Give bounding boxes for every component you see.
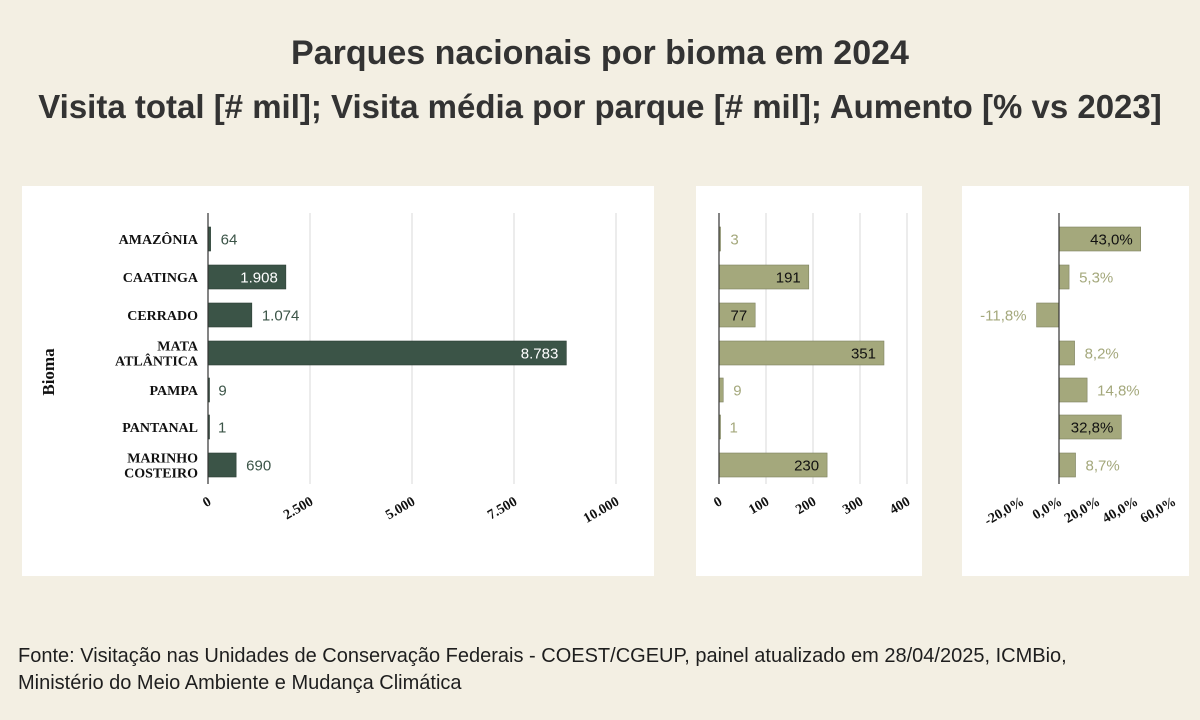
chart-aumento: 43,0% 5,3% -11,8% 8,2% 14,8% 32,8% 8,7% -20,0% 0… xyxy=(980,213,1179,529)
bar xyxy=(1058,226,1141,252)
bar xyxy=(207,340,567,366)
data-label: 5,3% xyxy=(1079,270,1113,287)
data-label: 690 xyxy=(246,458,271,475)
y-axis-title: Bioma xyxy=(39,348,58,396)
category-label-line: COSTEIRO xyxy=(124,467,198,482)
chart-title: Parques nacionais por bioma em 2024 xyxy=(291,34,909,72)
x-tick-label: 0 xyxy=(200,494,214,510)
data-label: 8.783 xyxy=(521,346,559,363)
x-tick-label: 60,0% xyxy=(1138,494,1179,526)
bar xyxy=(207,452,237,478)
data-label: 191 xyxy=(776,270,801,287)
x-tick-label: 5.000 xyxy=(383,494,418,523)
category-label: PAMPA xyxy=(150,384,199,399)
x-tick-label: 200 xyxy=(793,494,819,517)
data-label: 1.074 xyxy=(262,308,300,325)
data-label: 3 xyxy=(730,232,738,249)
bar xyxy=(1058,340,1075,366)
chart-subtitle: Visita total [# mil]; Visita média por p… xyxy=(38,88,1162,125)
x-tick-label: 20,0% xyxy=(1062,494,1103,526)
data-label: 43,0% xyxy=(1090,232,1133,249)
data-label: 351 xyxy=(851,346,876,363)
category-label: MATA ATLÂNTICA xyxy=(115,340,199,370)
x-tick-label: 300 xyxy=(840,494,866,517)
bar xyxy=(207,264,287,290)
x-tick-label: 10.000 xyxy=(581,494,622,526)
data-label: 77 xyxy=(731,308,748,325)
source-line-1: Fonte: Visitação nas Unidades de Conserv… xyxy=(18,645,1067,667)
x-tick-label: 0,0% xyxy=(1030,494,1065,523)
data-label: 8,7% xyxy=(1086,458,1120,475)
data-label: 8,2% xyxy=(1085,346,1119,363)
x-tick-label: 100 xyxy=(746,494,772,517)
category-label-line: MATA xyxy=(157,340,199,355)
category-label-line: CAATINGA xyxy=(123,271,199,286)
data-label: 14,8% xyxy=(1097,383,1140,400)
bar xyxy=(1058,377,1088,403)
data-label: 9 xyxy=(218,383,226,400)
bar xyxy=(1058,264,1070,290)
bar xyxy=(718,340,885,366)
data-label: 230 xyxy=(794,458,819,475)
x-tick-label: 400 xyxy=(887,494,913,517)
bar xyxy=(1036,302,1060,328)
data-label: 1 xyxy=(729,420,737,437)
chart-visita-total: Bioma AMAZÔNIA CAATINGA CERRADO MATA ATLÂNTIC… xyxy=(39,213,622,527)
panel-visita-media: 3 191 77 351 9 1 230 0 100 200 300 400 xyxy=(696,186,922,576)
source-note: Fonte: Visitação nas Unidades de Conserv… xyxy=(18,643,1188,697)
panel-visita-total: Bioma AMAZÔNIA CAATINGA CERRADO MATA ATLÂNTIC… xyxy=(22,186,654,576)
bar xyxy=(1058,414,1122,440)
category-label-line: CERRADO xyxy=(127,309,198,324)
category-label: MARINHO COSTEIRO xyxy=(124,452,198,482)
source-line-2: Ministério do Meio Ambiente e Mudança Cl… xyxy=(18,672,462,694)
data-label: -11,8% xyxy=(980,308,1026,325)
bar xyxy=(718,302,756,328)
data-label: 9 xyxy=(733,383,741,400)
x-tick-label: 2.500 xyxy=(281,494,316,523)
category-label-line: MARINHO xyxy=(127,452,198,467)
x-tick-label: 0 xyxy=(711,494,725,510)
panel-aumento: 43,0% 5,3% -11,8% 8,2% 14,8% 32,8% 8,7% -20,0% 0… xyxy=(962,186,1189,576)
bar xyxy=(207,302,253,328)
category-label-line: ATLÂNTICA xyxy=(115,353,199,370)
x-tick-label: 7.500 xyxy=(485,494,520,523)
chart-visita-media: 3 191 77 351 9 1 230 0 100 200 300 400 xyxy=(711,213,913,518)
bar xyxy=(718,377,724,403)
x-tick-label: -20,0% xyxy=(982,494,1027,529)
category-label-line: PANTANAL xyxy=(122,421,198,436)
x-tick-label: 40,0% xyxy=(1100,494,1141,526)
data-label: 64 xyxy=(221,232,238,249)
category-label: CAATINGA xyxy=(123,271,199,286)
category-label: CERRADO xyxy=(127,309,198,324)
category-label-line: PAMPA xyxy=(150,384,199,399)
data-label: 32,8% xyxy=(1071,420,1114,437)
data-label: 1 xyxy=(218,420,226,437)
category-label-line: AMAZÔNIA xyxy=(119,231,199,248)
data-label: 1.908 xyxy=(240,270,278,287)
category-label: AMAZÔNIA xyxy=(119,231,199,248)
category-label: PANTANAL xyxy=(122,421,198,436)
bar xyxy=(1058,452,1076,478)
